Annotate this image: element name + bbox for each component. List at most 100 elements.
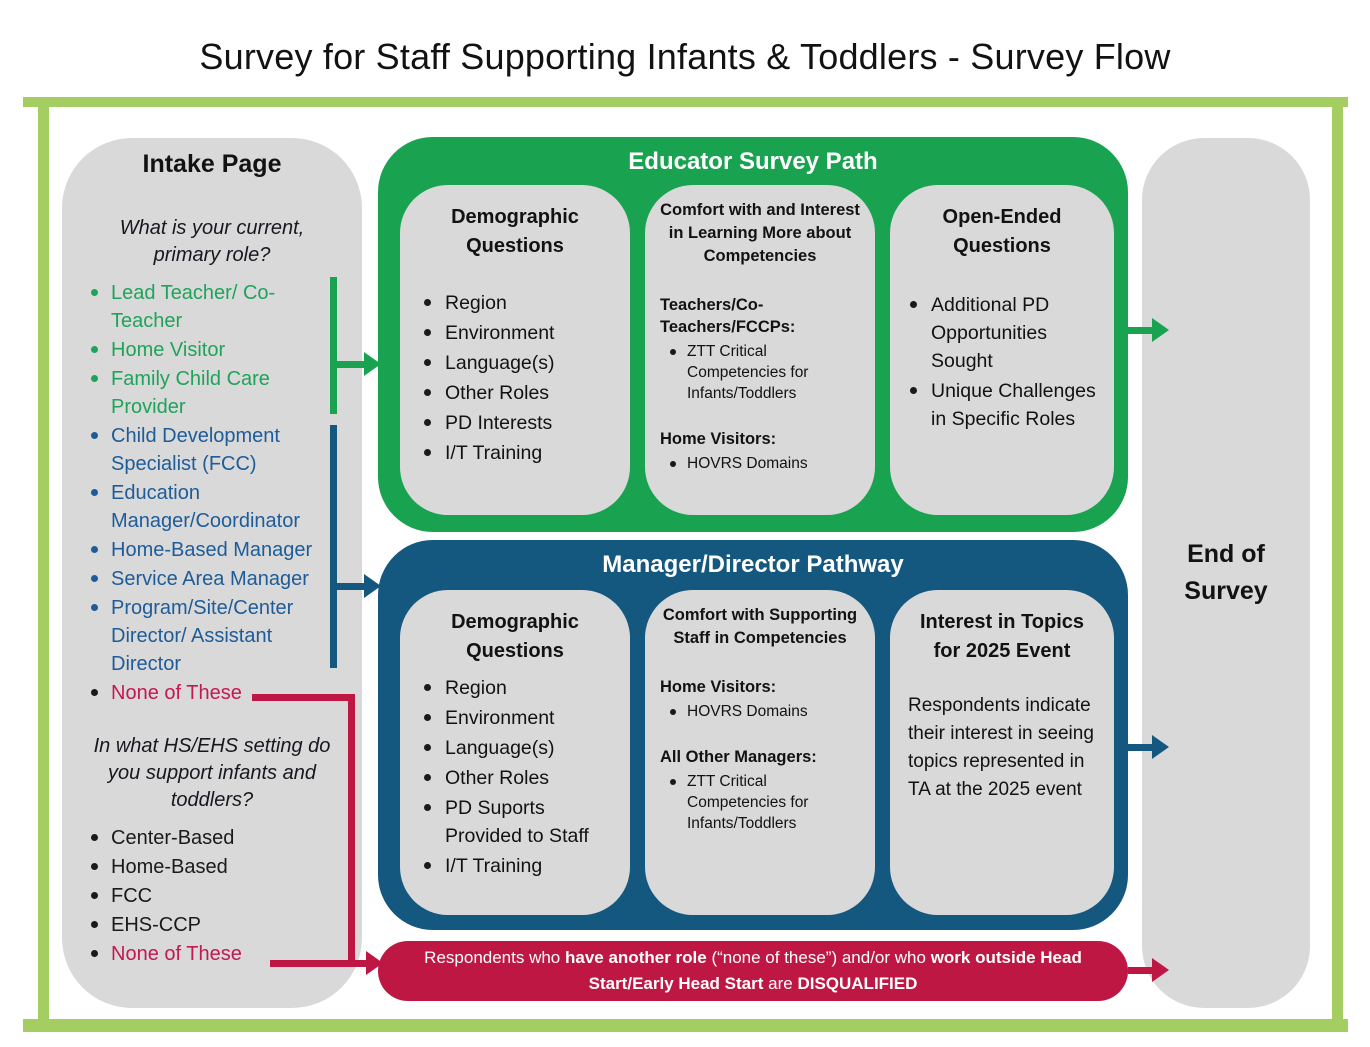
- role-option-item: Home-Based Manager: [88, 536, 348, 564]
- banner-text-segment: DISQUALIFIED: [797, 974, 918, 993]
- educator-path-title: Educator Survey Path: [628, 148, 878, 175]
- topics-2025-title: Interest in Topics for 2025 Event: [919, 611, 1085, 662]
- bullet-icon: [91, 432, 98, 439]
- educator-demographic-box: Demographic Questions Region Environment…: [400, 185, 630, 515]
- role-option-item: Education Manager/Coordinator: [88, 479, 348, 535]
- bullet-icon: [670, 461, 676, 467]
- demographic-item: I/T Training: [422, 852, 616, 880]
- intake-question-setting: In what HS/EHS setting do you support in…: [93, 735, 331, 811]
- arrow-right-icon: [1152, 958, 1169, 982]
- manager-to-end-line: [1128, 744, 1154, 751]
- disqualify-arrow-line: [270, 960, 368, 967]
- bullet-icon: [91, 575, 98, 582]
- other-managers-heading: All Other Managers:: [660, 748, 817, 766]
- bullet-icon: [424, 744, 431, 751]
- setting-option-item: Home-Based: [88, 853, 348, 881]
- teachers-bullets: ZTT Critical Competencies for Infants/To…: [660, 341, 860, 404]
- disqualified-banner: Respondents who have another role (“none…: [378, 941, 1128, 1001]
- open-ended-list: Additional PD Opportunities Sought Uniqu…: [906, 291, 1098, 433]
- bullet-icon: [424, 329, 431, 336]
- primary-role-options-list: Lead Teacher/ Co-Teacher Home Visitor Fa…: [76, 279, 348, 707]
- demographic-item: I/T Training: [422, 439, 616, 467]
- bullet-icon: [91, 834, 98, 841]
- role-option-item: Program/Site/Center Director/ Assistant …: [88, 594, 348, 678]
- frame-border-right: [1332, 97, 1343, 1032]
- bullet-icon: [424, 389, 431, 396]
- open-ended-item: Unique Challenges in Specific Roles: [908, 377, 1098, 433]
- bullet-icon: [670, 779, 676, 785]
- bullet-icon: [91, 921, 98, 928]
- manager-topics-2025-box: Interest in Topics for 2025 Event Respon…: [890, 590, 1114, 915]
- demographic-item: Other Roles: [422, 379, 616, 407]
- bullet-icon: [91, 604, 98, 611]
- open-ended-title: Open-Ended Questions: [942, 206, 1062, 257]
- bullet-icon: [91, 489, 98, 496]
- arrow-right-icon: [364, 574, 381, 598]
- bullet-icon: [424, 714, 431, 721]
- other-managers-bullets: ZTT Critical Competencies for Infants/To…: [660, 771, 860, 834]
- demographic-item: Environment: [422, 319, 616, 347]
- bullet-icon: [670, 709, 676, 715]
- role-option-item: Lead Teacher/ Co-Teacher: [88, 279, 348, 335]
- role-option-item: Child Development Specialist (FCC): [88, 422, 348, 478]
- end-of-survey-title: End of Survey: [1184, 540, 1268, 605]
- manager-director-pathway-box: Manager/Director Pathway Demographic Que…: [378, 540, 1128, 930]
- bullet-icon: [91, 346, 98, 353]
- demographic-item: Region: [422, 674, 616, 702]
- arrow-right-icon: [1152, 735, 1169, 759]
- competency-item: HOVRS Domains: [668, 701, 860, 722]
- educator-bracket-line: [330, 277, 337, 414]
- intake-page-box: Intake Page What is your current, primar…: [62, 138, 362, 1008]
- manager-section-other-managers: All Other Managers: ZTT Critical Compete…: [660, 746, 860, 834]
- demographic-item: Other Roles: [422, 764, 616, 792]
- frame-border-top: [23, 97, 1348, 107]
- teachers-heading: Teachers/Co-Teachers/FCCPs:: [660, 296, 796, 336]
- manager-pathway-title: Manager/Director Pathway: [602, 551, 904, 578]
- intake-page-title: Intake Page: [142, 150, 282, 178]
- role-option-item: Service Area Manager: [88, 565, 348, 593]
- bullet-icon: [424, 449, 431, 456]
- home-visitors-heading: Home Visitors:: [660, 678, 777, 696]
- role-option-item: Home Visitor: [88, 336, 348, 364]
- educator-demographic-title: Demographic Questions: [451, 206, 579, 257]
- arrow-right-icon: [366, 951, 383, 975]
- bullet-icon: [424, 684, 431, 691]
- competency-item: ZTT Critical Competencies for Infants/To…: [668, 771, 860, 834]
- bullet-icon: [910, 387, 917, 394]
- manager-bracket-line: [330, 425, 337, 668]
- bullet-icon: [424, 862, 431, 869]
- banner-to-end-line: [1128, 967, 1154, 974]
- setting-option-item: FCC: [88, 882, 348, 910]
- banner-text-segment: work outside Head Start/Early Head Start: [588, 948, 1082, 993]
- bullet-icon: [670, 349, 676, 355]
- bullet-icon: [91, 863, 98, 870]
- role-option-item: Family Child Care Provider: [88, 365, 348, 421]
- bullet-icon: [424, 419, 431, 426]
- educator-competencies-title: Comfort with and Interest in Learning Mo…: [660, 201, 860, 265]
- disqualified-banner-text: Respondents who have another role (“none…: [403, 945, 1103, 997]
- manager-section-home-visitors: Home Visitors: HOVRS Domains: [660, 676, 860, 722]
- bullet-icon: [424, 804, 431, 811]
- setting-option-item: Center-Based: [88, 824, 348, 852]
- demographic-item: PD Interests: [422, 409, 616, 437]
- manager-demographic-title: Demographic Questions: [451, 611, 579, 662]
- demographic-item: Environment: [422, 704, 616, 732]
- frame-border-left: [38, 97, 49, 1032]
- bullet-icon: [91, 375, 98, 382]
- bullet-icon: [91, 289, 98, 296]
- manager-demographic-list: Region Environment Language(s) Other Rol…: [414, 674, 616, 880]
- bullet-icon: [91, 546, 98, 553]
- role-option-item: None of These: [88, 679, 348, 707]
- topics-2025-description: Respondents indicate their interest in s…: [908, 695, 1094, 800]
- educator-survey-path-box: Educator Survey Path Demographic Questio…: [378, 137, 1128, 532]
- bullet-icon: [91, 950, 98, 957]
- home-visitors-bullets: HOVRS Domains: [660, 701, 860, 722]
- disqualify-line-vertical: [348, 694, 355, 967]
- educator-competencies-box: Comfort with and Interest in Learning Mo…: [645, 185, 875, 515]
- end-of-survey-box: End of Survey: [1142, 138, 1310, 1008]
- arrow-right-icon: [364, 352, 381, 376]
- home-visitors-bullets: HOVRS Domains: [660, 453, 860, 474]
- educator-demographic-list: Region Environment Language(s) Other Rol…: [414, 289, 616, 467]
- disqualify-line-top: [252, 694, 355, 701]
